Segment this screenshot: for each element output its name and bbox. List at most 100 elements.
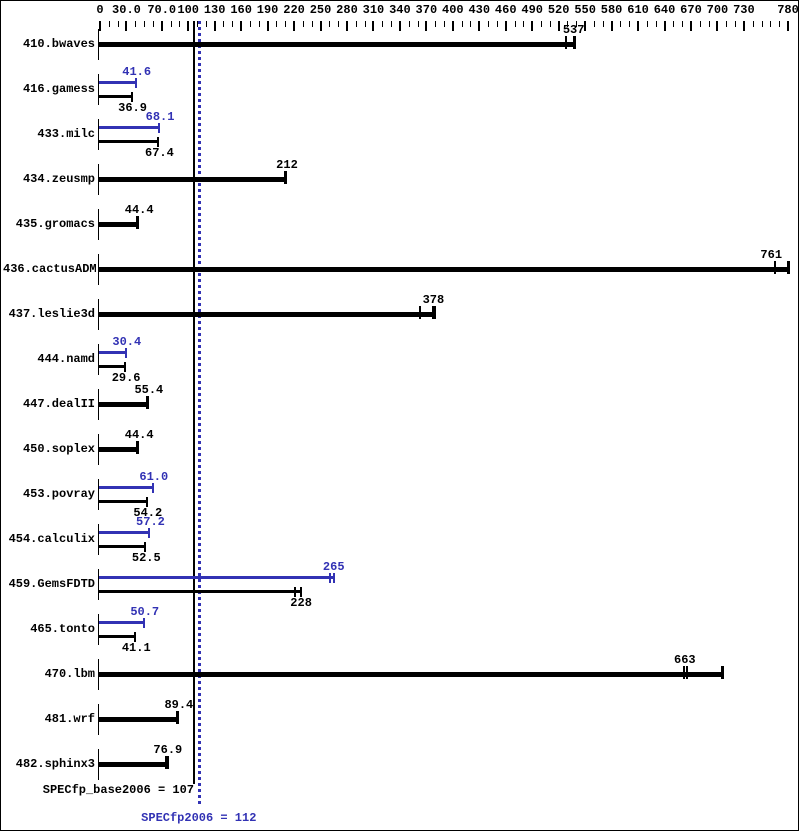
axis-minor-tick [118, 21, 119, 27]
axis-minor-tick [109, 21, 110, 27]
base-value-label: 67.4 [145, 146, 174, 160]
axis-minor-tick [259, 21, 260, 27]
axis-major-tick [742, 21, 745, 31]
axis-major-tick [787, 21, 789, 31]
row-baseline [98, 524, 99, 555]
summary-peak-label: SPECfp2006 = 112 [141, 811, 257, 825]
axis-minor-tick [700, 21, 701, 27]
benchmark-name: 454.calculix [8, 532, 95, 546]
axis-minor-tick [770, 21, 771, 27]
axis-minor-tick [206, 21, 207, 27]
axis-major-tick [451, 21, 454, 31]
peak-bar [99, 486, 154, 489]
row-baseline [98, 299, 99, 330]
base-bar-cap [573, 36, 576, 49]
base-bar [99, 42, 576, 47]
base-bar-cap [134, 632, 136, 642]
axis-minor-tick [153, 21, 154, 27]
base-run-tick [419, 306, 421, 319]
base-run-tick [565, 36, 567, 49]
peak-value-label: 50.7 [130, 605, 160, 619]
axis-minor-tick [409, 21, 410, 27]
axis-major-tick [663, 21, 666, 31]
axis-tick-label: 190 [256, 3, 279, 17]
axis-tick-label: 0 [96, 3, 104, 17]
peak-bar-cap [148, 528, 150, 538]
row-baseline [98, 749, 99, 780]
axis-minor-tick [312, 21, 313, 27]
axis-major-tick [160, 21, 163, 31]
axis-minor-tick [673, 21, 674, 27]
axis-major-tick [345, 21, 348, 31]
base-value-label: 663 [673, 653, 696, 667]
base-bar-cap [131, 92, 133, 102]
axis-tick-label: 520 [547, 3, 570, 17]
axis-minor-tick [356, 21, 357, 27]
axis-minor-tick [779, 21, 780, 27]
base-bar-cap [721, 666, 724, 679]
peak-bar-cap [135, 78, 137, 88]
peak-value-label: 57.2 [136, 515, 165, 529]
axis-tick-label: 550 [574, 3, 596, 17]
peak-run-tick [329, 573, 331, 583]
base-bar [99, 672, 724, 677]
axis-minor-tick [338, 21, 339, 27]
axis-major-tick [213, 21, 216, 31]
axis-tick-label: 30.0 [112, 3, 141, 17]
base-bar-cap [787, 261, 790, 274]
peak-bar-cap [333, 573, 335, 583]
axis-minor-tick [391, 21, 392, 27]
base-bar-cap [146, 497, 148, 507]
axis-major-tick [240, 21, 243, 31]
base-bar [99, 95, 133, 98]
base-bar [99, 402, 149, 407]
base-bar [99, 267, 790, 272]
base-bar-cap [146, 396, 149, 409]
axis-minor-tick [541, 21, 542, 27]
benchmark-name: 410.bwaves [22, 37, 95, 51]
axis-major-tick [293, 21, 296, 31]
base-bar [99, 635, 136, 638]
base-bar [99, 762, 169, 767]
axis-major-tick [637, 21, 640, 31]
axis-minor-tick [418, 21, 419, 27]
axis-minor-tick [223, 21, 224, 27]
axis-minor-tick [135, 21, 136, 27]
row-baseline [98, 434, 99, 465]
benchmark-name: 482.sphinx3 [15, 757, 95, 771]
axis-minor-tick [515, 21, 516, 27]
base-run-tick [683, 666, 685, 679]
axis-major-tick [557, 21, 560, 31]
axis-major-tick [531, 21, 534, 31]
axis-major-tick [504, 21, 507, 31]
benchmark-name: 436.cactusADM [3, 262, 97, 276]
axis-minor-tick [497, 21, 498, 27]
base-value-label: 761 [760, 248, 783, 262]
axis-minor-tick [144, 21, 145, 27]
base-value-label: 29.6 [111, 371, 141, 385]
axis-major-tick [584, 21, 587, 31]
benchmark-name: 437.leslie3d [8, 307, 95, 321]
base-value-label: 76.9 [153, 743, 183, 757]
base-bar [99, 500, 148, 503]
base-bar [99, 222, 139, 227]
base-bar [99, 312, 436, 317]
axis-major-tick [372, 21, 375, 31]
row-baseline [98, 614, 99, 645]
benchmark-name: 433.milc [37, 127, 95, 141]
base-value-label: 89.4 [164, 698, 194, 712]
benchmark-name: 447.dealII [22, 397, 95, 411]
summary-base-label: SPECfp_base2006 = 107 [42, 783, 194, 797]
benchmark-name: 465.tonto [30, 622, 95, 636]
peak-value-label: 68.1 [145, 110, 175, 124]
axis-major-tick [319, 21, 322, 31]
axis-tick-label: 160 [230, 3, 252, 17]
axis-minor-tick [232, 21, 233, 27]
axis-major-tick [425, 21, 428, 31]
axis-tick-label: 130 [203, 3, 226, 17]
axis-tick-label: 220 [283, 3, 305, 17]
axis-minor-tick [735, 21, 736, 27]
base-value-label: 41.1 [121, 641, 151, 655]
base-bar-cap [124, 362, 126, 372]
axis-tick-label: 490 [521, 3, 544, 17]
